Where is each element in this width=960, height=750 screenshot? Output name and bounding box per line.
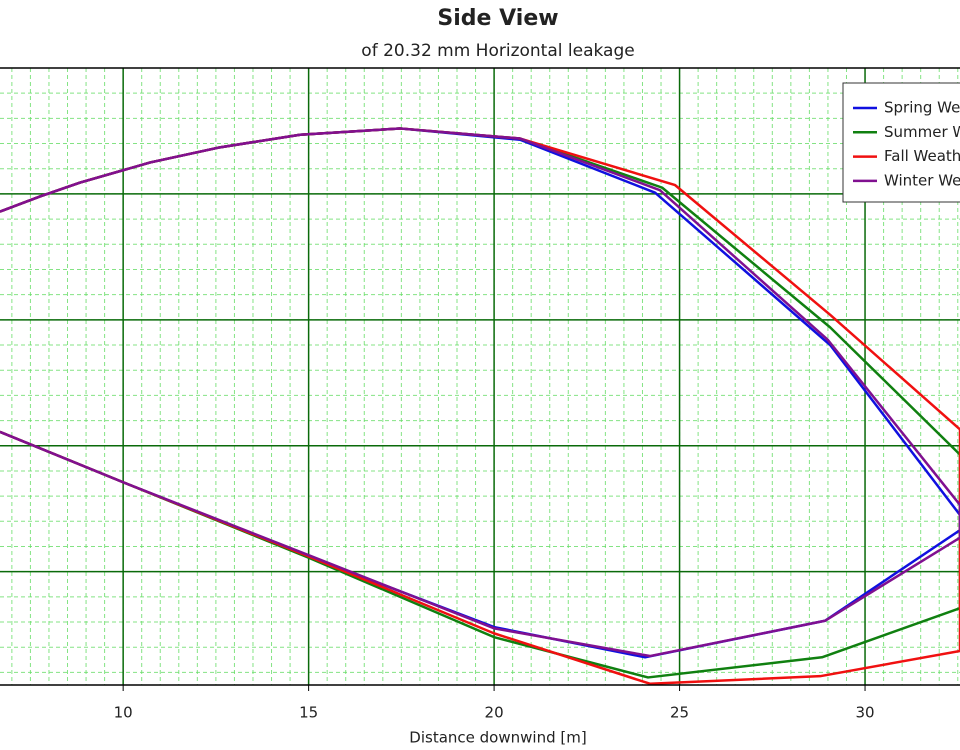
x-tick-label: 15 bbox=[299, 704, 318, 722]
legend-label: Summer W bbox=[884, 123, 960, 141]
x-axis-label: Distance downwind [m] bbox=[409, 729, 586, 747]
series-line bbox=[0, 127, 960, 659]
legend-label: Spring We bbox=[884, 99, 960, 117]
x-tick-label: 30 bbox=[855, 704, 874, 722]
legend-label: Fall Weath bbox=[884, 147, 960, 165]
chart-subtitle: of 20.32 mm Horizontal leakage bbox=[361, 41, 634, 61]
axes: 10 15 20 25 30 bbox=[0, 67, 960, 722]
legend: Spring We Summer W Fall Weath Winter We bbox=[842, 82, 960, 203]
x-tick-label: 25 bbox=[670, 704, 689, 722]
plot-lines bbox=[0, 127, 960, 685]
series-line bbox=[0, 127, 960, 658]
legend-box bbox=[842, 82, 960, 203]
x-tick-label: 10 bbox=[114, 704, 133, 722]
series-line bbox=[0, 127, 960, 679]
chart-title: Side View bbox=[437, 6, 558, 31]
legend-label: Winter We bbox=[884, 171, 960, 189]
x-tick-label: 20 bbox=[485, 704, 504, 722]
series-line bbox=[0, 127, 960, 685]
grid bbox=[0, 67, 960, 685]
